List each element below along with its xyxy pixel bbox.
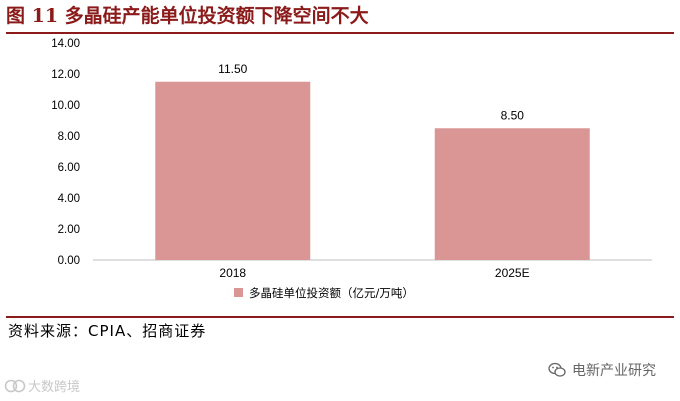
data-label: 8.50 [501, 108, 525, 122]
legend-label: 多晶硅单位投资额（亿元/万吨） [249, 286, 414, 300]
bar [155, 81, 311, 260]
y-tick-label: 14.00 [51, 38, 80, 50]
y-tick-label: 10.00 [51, 100, 80, 112]
data-label: 11.50 [218, 62, 247, 76]
bar [434, 128, 590, 260]
legend-swatch [234, 288, 243, 297]
bar-chart: 0.00 2.00 4.00 6.00 8.00 10.00 12.00 14.00 11.50… [51, 38, 652, 300]
platform-watermark: 大数跨境 [4, 376, 80, 395]
y-tick-label: 2.00 [58, 224, 80, 236]
account-name: 电新产业研究 [572, 363, 656, 379]
x-tick-label: 2025E [495, 266, 530, 280]
source-note: 资料来源：CPIA、招商证券 [8, 322, 207, 340]
footer-divider [6, 316, 674, 318]
y-tick-label: 8.00 [58, 131, 80, 143]
account-watermark: 电新产业研究 [548, 360, 656, 380]
y-tick-label: 12.00 [51, 69, 80, 81]
wechat-icon [548, 362, 566, 377]
chart-title: 图 11 多晶硅产能单位投资额下降空间不大 [6, 5, 369, 27]
y-tick-label: 4.00 [58, 193, 80, 205]
y-tick-label: 6.00 [58, 162, 80, 174]
y-tick-label: 0.00 [58, 255, 80, 267]
title-divider [6, 32, 674, 34]
platform-name: 大数跨境 [28, 380, 81, 395]
brand-logo-icon [4, 379, 26, 392]
x-tick-label: 2018 [219, 266, 246, 280]
